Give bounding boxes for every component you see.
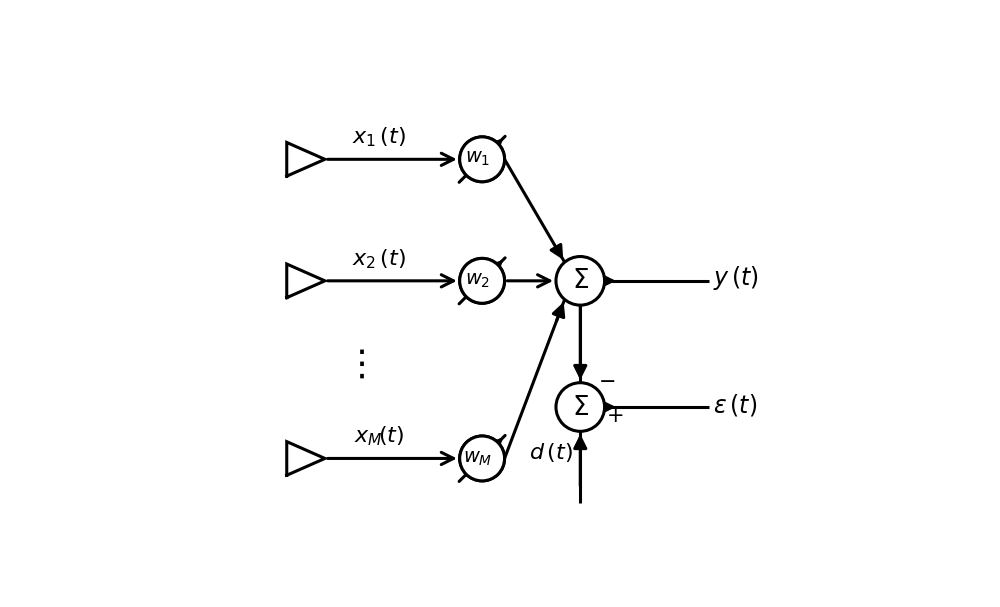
Text: $w_2$: $w_2$ bbox=[465, 272, 491, 290]
Circle shape bbox=[460, 137, 505, 181]
Text: $y\,(t)$: $y\,(t)$ bbox=[713, 265, 759, 293]
Text: $+$: $+$ bbox=[606, 405, 623, 426]
Circle shape bbox=[556, 383, 605, 432]
Text: $w_M$: $w_M$ bbox=[463, 449, 493, 467]
Text: $\vdots$: $\vdots$ bbox=[343, 348, 365, 382]
Text: $x_1\,(t)$: $x_1\,(t)$ bbox=[352, 126, 406, 149]
Circle shape bbox=[556, 257, 605, 305]
Circle shape bbox=[460, 436, 505, 481]
Text: $x_M\!(t)$: $x_M\!(t)$ bbox=[354, 424, 404, 448]
Text: $\Sigma$: $\Sigma$ bbox=[572, 395, 589, 419]
Text: $\varepsilon\,(t)$: $\varepsilon\,(t)$ bbox=[713, 392, 758, 418]
Circle shape bbox=[460, 259, 505, 304]
Text: $d\,(t)$: $d\,(t)$ bbox=[529, 441, 573, 464]
Circle shape bbox=[460, 436, 505, 481]
Circle shape bbox=[460, 259, 505, 304]
Text: $x_2\,(t)$: $x_2\,(t)$ bbox=[352, 247, 406, 271]
Text: $\Sigma$: $\Sigma$ bbox=[572, 268, 589, 293]
Text: $w_1$: $w_1$ bbox=[465, 150, 491, 169]
Text: $-$: $-$ bbox=[598, 370, 616, 390]
Circle shape bbox=[460, 137, 505, 181]
